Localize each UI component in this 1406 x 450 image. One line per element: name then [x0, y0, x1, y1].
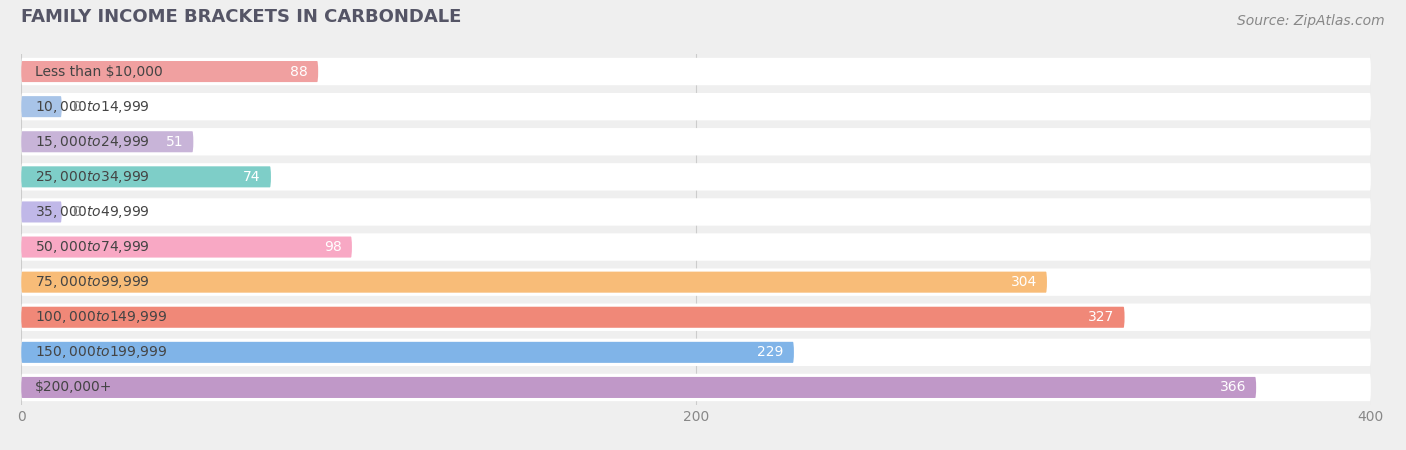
Text: $100,000 to $149,999: $100,000 to $149,999: [35, 309, 167, 325]
FancyBboxPatch shape: [21, 128, 1371, 155]
FancyBboxPatch shape: [21, 96, 62, 117]
Text: 229: 229: [758, 345, 783, 360]
Text: 0: 0: [72, 99, 80, 114]
FancyBboxPatch shape: [21, 234, 1371, 261]
Text: $200,000+: $200,000+: [35, 380, 112, 395]
FancyBboxPatch shape: [21, 377, 1256, 398]
FancyBboxPatch shape: [21, 269, 1371, 296]
Text: 0: 0: [72, 205, 80, 219]
Text: $150,000 to $199,999: $150,000 to $199,999: [35, 344, 167, 360]
FancyBboxPatch shape: [21, 198, 1371, 225]
FancyBboxPatch shape: [21, 237, 351, 257]
Text: $15,000 to $24,999: $15,000 to $24,999: [35, 134, 149, 150]
Text: $75,000 to $99,999: $75,000 to $99,999: [35, 274, 149, 290]
Text: 304: 304: [1011, 275, 1036, 289]
FancyBboxPatch shape: [21, 131, 194, 152]
Text: Less than $10,000: Less than $10,000: [35, 64, 163, 79]
Text: 98: 98: [323, 240, 342, 254]
FancyBboxPatch shape: [21, 202, 62, 222]
Text: $25,000 to $34,999: $25,000 to $34,999: [35, 169, 149, 185]
Text: 88: 88: [290, 64, 308, 79]
FancyBboxPatch shape: [21, 61, 318, 82]
Text: $35,000 to $49,999: $35,000 to $49,999: [35, 204, 149, 220]
Text: 51: 51: [166, 135, 183, 149]
FancyBboxPatch shape: [21, 58, 1371, 85]
Text: 74: 74: [243, 170, 260, 184]
FancyBboxPatch shape: [21, 166, 271, 187]
Text: FAMILY INCOME BRACKETS IN CARBONDALE: FAMILY INCOME BRACKETS IN CARBONDALE: [21, 8, 461, 26]
FancyBboxPatch shape: [21, 93, 1371, 120]
Text: 366: 366: [1219, 380, 1246, 395]
Text: Source: ZipAtlas.com: Source: ZipAtlas.com: [1237, 14, 1385, 27]
Text: $10,000 to $14,999: $10,000 to $14,999: [35, 99, 149, 115]
FancyBboxPatch shape: [21, 339, 1371, 366]
Text: $50,000 to $74,999: $50,000 to $74,999: [35, 239, 149, 255]
Text: 327: 327: [1088, 310, 1115, 324]
FancyBboxPatch shape: [21, 307, 1125, 328]
FancyBboxPatch shape: [21, 342, 794, 363]
FancyBboxPatch shape: [21, 304, 1371, 331]
FancyBboxPatch shape: [21, 374, 1371, 401]
FancyBboxPatch shape: [21, 272, 1047, 292]
FancyBboxPatch shape: [21, 163, 1371, 190]
